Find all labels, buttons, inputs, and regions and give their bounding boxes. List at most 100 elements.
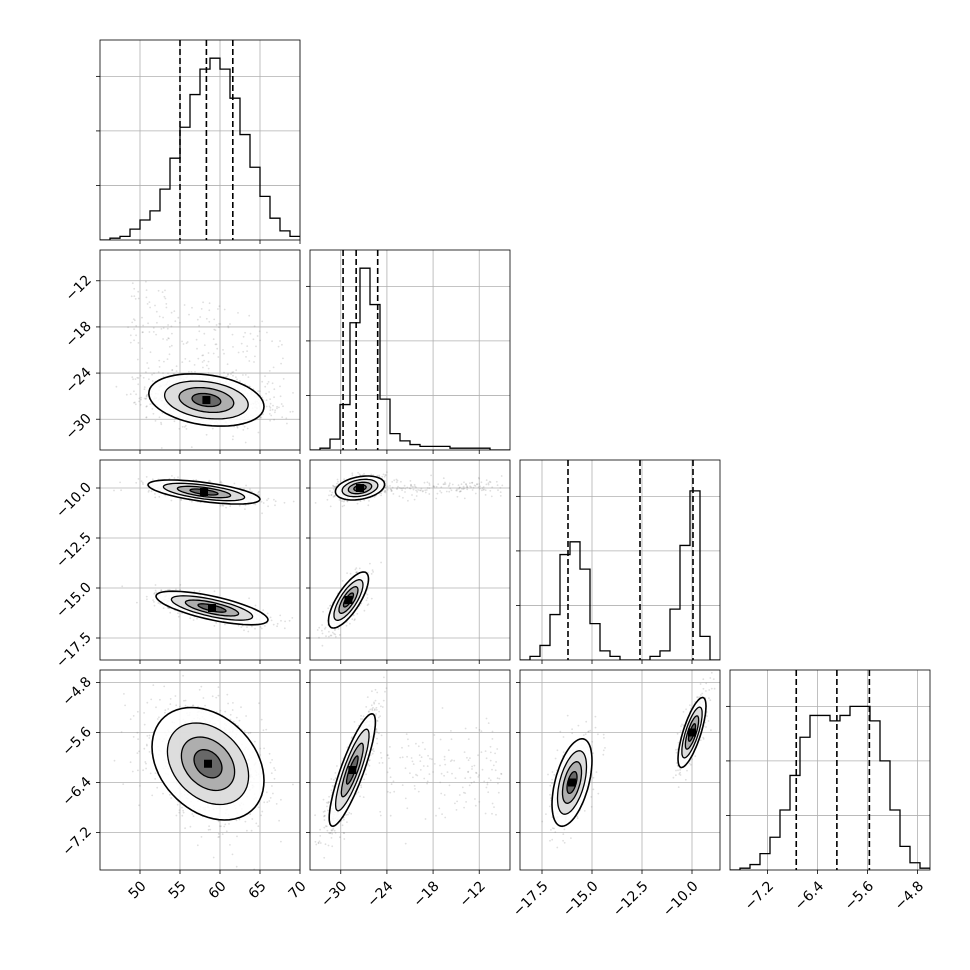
scatter-point: [393, 479, 396, 482]
scatter-point: [268, 370, 271, 372]
scatter-point: [145, 767, 148, 770]
scatter-point: [280, 840, 282, 843]
scatter-point: [333, 488, 335, 491]
scatter-point: [444, 481, 446, 484]
scatter-point: [457, 484, 460, 487]
scatter-point: [254, 503, 257, 506]
scatter-point: [154, 772, 157, 774]
scatter-point: [244, 504, 247, 507]
scatter-point: [260, 627, 263, 630]
scatter-point: [156, 786, 159, 789]
scatter-point: [329, 505, 332, 508]
scatter-point: [292, 392, 294, 394]
scatter-point: [235, 376, 237, 379]
scatter-point: [333, 485, 336, 488]
scatter-point: [395, 478, 398, 481]
scatter-point: [184, 358, 187, 360]
scatter-point: [142, 769, 145, 772]
scatter-point: [147, 491, 150, 493]
scatter-point: [143, 397, 146, 400]
scatter-point: [257, 806, 260, 809]
scatter-point: [145, 296, 148, 299]
scatter-point: [184, 699, 187, 702]
scatter-point: [155, 706, 157, 709]
density-peak: [344, 596, 353, 604]
scatter-point: [207, 372, 210, 374]
scatter-point: [484, 494, 487, 496]
scatter-point: [146, 598, 148, 601]
scatter-point: [125, 393, 128, 396]
scatter-point: [487, 482, 490, 485]
scatter-point: [184, 704, 187, 707]
scatter-point: [224, 710, 227, 713]
scatter-point: [178, 427, 181, 430]
scatter-point: [292, 783, 294, 786]
scatter-point: [474, 492, 477, 495]
scatter-point: [168, 793, 171, 796]
scatter-point: [476, 483, 478, 486]
scatter-point: [212, 352, 215, 355]
scatter-point: [330, 494, 333, 496]
scatter-point: [332, 485, 335, 488]
scatter-point: [136, 358, 139, 361]
scatter-point: [368, 500, 370, 502]
scatter-point: [140, 396, 143, 399]
scatter-point: [213, 590, 216, 593]
scatter-point: [229, 323, 231, 325]
scatter-point: [252, 338, 255, 341]
scatter-point: [450, 489, 453, 492]
scatter-point: [174, 320, 177, 323]
scatter-point: [171, 332, 173, 335]
scatter-point: [167, 589, 170, 591]
scatter-point: [480, 489, 483, 492]
scatter-point: [466, 488, 469, 491]
scatter-point: [280, 798, 282, 801]
scatter-point: [170, 311, 173, 314]
scatter-point: [459, 490, 462, 493]
scatter-point: [134, 401, 136, 404]
scatter-point: [157, 371, 160, 373]
scatter-point: [132, 318, 135, 320]
scatter-point: [177, 612, 179, 615]
scatter-point: [190, 446, 193, 449]
scatter-point: [149, 306, 152, 309]
scatter-point: [148, 301, 151, 303]
scatter-point: [207, 480, 210, 483]
scatter-point: [480, 481, 483, 484]
scatter-point: [231, 438, 234, 441]
scatter-point: [253, 361, 255, 363]
scatter-point: [151, 373, 154, 376]
scatter-point: [237, 312, 239, 314]
scatter-point: [227, 702, 230, 705]
scatter-point: [196, 347, 198, 350]
scatter-point: [135, 334, 138, 337]
scatter-point: [218, 322, 221, 325]
scatter-point: [326, 805, 328, 808]
scatter-point: [258, 702, 260, 705]
scatter-point: [139, 785, 141, 787]
scatter-point: [160, 423, 163, 426]
scatter-point: [165, 306, 168, 309]
scatter-point: [146, 735, 149, 737]
scatter-point: [285, 417, 288, 420]
scatter-point: [222, 349, 224, 351]
scatter-point: [383, 475, 386, 478]
scatter-point: [366, 604, 369, 607]
scatter-point: [219, 323, 222, 325]
scatter-point: [155, 591, 158, 594]
scatter-point: [145, 762, 147, 765]
scatter-point: [375, 730, 378, 732]
scatter-point: [169, 698, 172, 700]
scatter-point: [422, 490, 424, 492]
scatter-point: [142, 376, 145, 379]
scatter-point: [142, 331, 144, 334]
scatter-point: [156, 321, 158, 324]
scatter-point: [133, 295, 136, 297]
scatter-point: [259, 747, 262, 750]
scatter-point: [146, 701, 149, 704]
scatter-point: [343, 504, 346, 507]
panel-frame-0-0: [99, 39, 301, 241]
scatter-point: [356, 612, 359, 615]
scatter-point: [152, 684, 155, 686]
scatter-point: [179, 588, 182, 591]
